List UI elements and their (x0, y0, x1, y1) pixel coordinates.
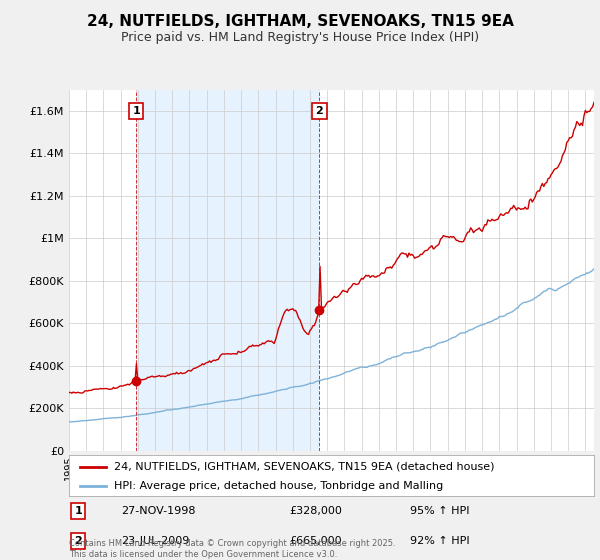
Text: 23-JUL-2009: 23-JUL-2009 (121, 536, 190, 546)
Text: 27-NOV-1998: 27-NOV-1998 (121, 506, 196, 516)
Text: 95% ↑ HPI: 95% ↑ HPI (410, 506, 470, 516)
Text: Price paid vs. HM Land Registry's House Price Index (HPI): Price paid vs. HM Land Registry's House … (121, 31, 479, 44)
Text: Contains HM Land Registry data © Crown copyright and database right 2025.
This d: Contains HM Land Registry data © Crown c… (69, 539, 395, 559)
Text: 92% ↑ HPI: 92% ↑ HPI (410, 536, 470, 546)
Text: 24, NUTFIELDS, IGHTHAM, SEVENOAKS, TN15 9EA (detached house): 24, NUTFIELDS, IGHTHAM, SEVENOAKS, TN15 … (113, 461, 494, 472)
Text: 24, NUTFIELDS, IGHTHAM, SEVENOAKS, TN15 9EA: 24, NUTFIELDS, IGHTHAM, SEVENOAKS, TN15 … (86, 14, 514, 29)
Text: 1: 1 (74, 506, 82, 516)
Text: 2: 2 (74, 536, 82, 546)
Bar (136, 90, 319, 451)
Text: £665,000: £665,000 (290, 536, 342, 546)
Text: £328,000: £328,000 (290, 506, 343, 516)
Text: HPI: Average price, detached house, Tonbridge and Malling: HPI: Average price, detached house, Tonb… (113, 480, 443, 491)
Text: 1: 1 (132, 106, 140, 116)
Text: 2: 2 (316, 106, 323, 116)
